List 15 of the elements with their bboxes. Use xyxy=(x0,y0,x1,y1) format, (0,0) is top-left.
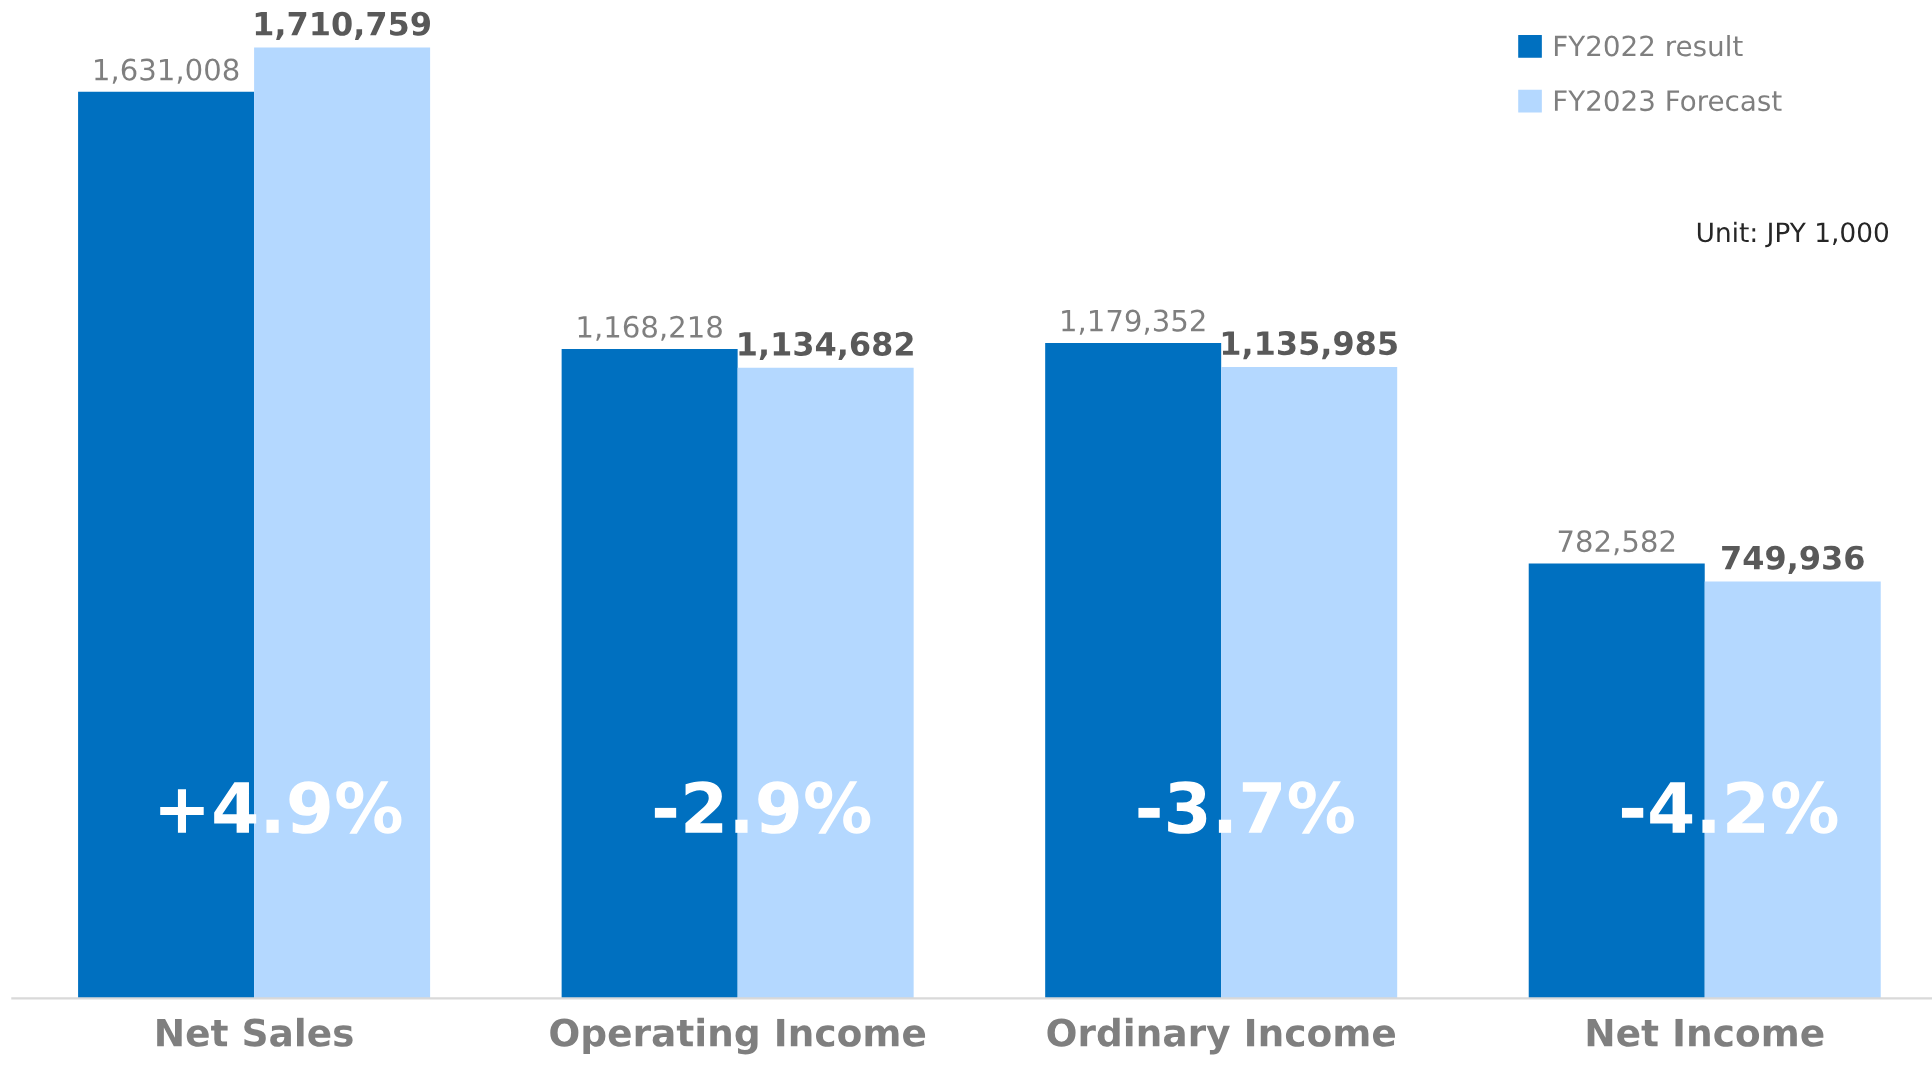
data-label: 1,710,759 xyxy=(255,11,430,40)
legend-label: FY2022 result xyxy=(1554,34,1743,57)
x-tick-label: Net Sales xyxy=(157,1017,353,1047)
data-label: 1,135,985 xyxy=(1222,331,1397,360)
x-tick-label: Ordinary Income xyxy=(1047,1017,1395,1055)
data-label: 1,179,352 xyxy=(1062,309,1205,335)
data-label: 782,582 xyxy=(1558,530,1675,556)
legend-label: FY2023 Forecast xyxy=(1554,90,1782,112)
x-tick-label: Net Income xyxy=(1587,1018,1824,1047)
data-label: 1,134,682 xyxy=(739,331,913,361)
data-label: 749,936 xyxy=(1722,545,1864,574)
x-tick-label: Operating Income xyxy=(550,1017,926,1055)
data-label: 1,168,218 xyxy=(578,315,722,341)
annotation: Unit: JPY 1,000 xyxy=(1697,221,1889,248)
data-label: 1,631,008 xyxy=(95,58,239,84)
